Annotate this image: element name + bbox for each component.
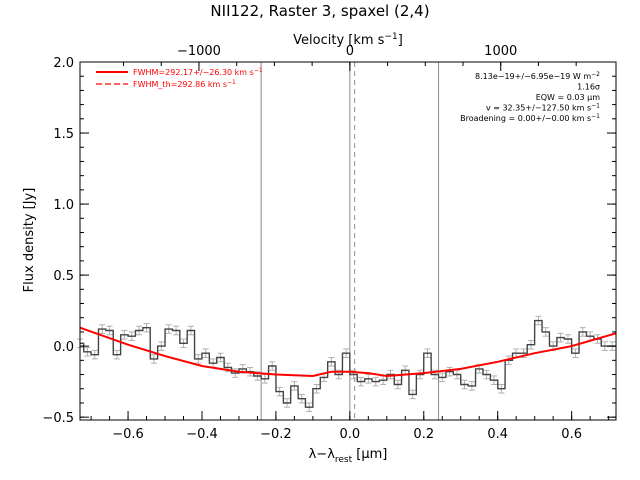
y-tick-label: 0.5 [53,269,74,284]
annotation-text: v = 32.35+/−127.50 km s [486,104,591,113]
annotation-text: Broadening = 0.00+/−0.00 km s [460,114,591,123]
y-axis-label: Flux density [Jy] [22,188,37,293]
annotation-text: EQW = 0.03 μm [536,93,600,102]
top-axis-label: Velocity [km s−1] [293,32,403,48]
x-tick-label: −0.6 [112,427,144,442]
legend-label-text: FWHM=292.17+/−26.30 km s [133,68,254,77]
legend-label: FWHM_th=292.86 km s−1 [133,79,236,89]
x-tick-label: −0.2 [260,427,292,442]
x-axis-label: λ−λrest [μm] [309,447,388,465]
x-tick-label: 0.2 [413,427,434,442]
x-tick-label: 0.4 [487,427,508,442]
axes: −0.6 −0.4 −0.2 0.0 0.2 0.4 0.6 −0.5 0.0 0.5 1.0 1.5… [42,44,617,442]
top-tick-label: 1000 [484,44,517,59]
chart-title: NII122, Raster 3, spaxel (2,4) [210,2,429,20]
annotation: EQW = 0.03 μm [536,93,600,102]
x-tick-label: 0.6 [561,427,582,442]
annotation: Broadening = 0.00+/−0.00 km s−1 [460,113,600,123]
y-tick-label: 2.0 [53,56,74,71]
annotation: 8.13e−19+/−6.95e−19 W m−2 [475,71,600,81]
annotation-sup: −1 [591,113,600,120]
legend-label: FWHM=292.17+/−26.30 km s−1 [133,67,263,77]
annotation-text: 1.16σ [577,83,600,92]
spectrum-histogram [80,319,616,408]
annotation-sup: −1 [591,103,600,110]
y-tick-label: 0.0 [53,340,74,355]
y-tick-label: 1.0 [53,198,74,213]
y-tick-label: −0.5 [42,411,74,426]
annotation-text: 8.13e−19+/−6.95e−19 W m [475,72,591,81]
legend: FWHM=292.17+/−26.30 km s−1FWHM_th=292.86… [96,67,263,89]
fit-line [79,326,617,378]
legend-label-sup: −1 [227,79,236,86]
plot-area [77,62,617,420]
top-tick-label: −1000 [177,44,221,59]
annotation: v = 32.35+/−127.50 km s−1 [486,103,600,113]
x-tick-label: −0.4 [186,427,218,442]
plot-frame [79,61,617,421]
x-tick-label: 0.0 [340,427,361,442]
legend-label-sup: −1 [254,67,263,74]
y-tick-label: 1.5 [53,127,74,142]
annotation: 1.16σ [577,83,600,92]
annotation-sup: −2 [591,71,600,78]
legend-label-text: FWHM_th=292.86 km s [133,80,227,89]
top-tick-label: 0 [346,44,354,59]
